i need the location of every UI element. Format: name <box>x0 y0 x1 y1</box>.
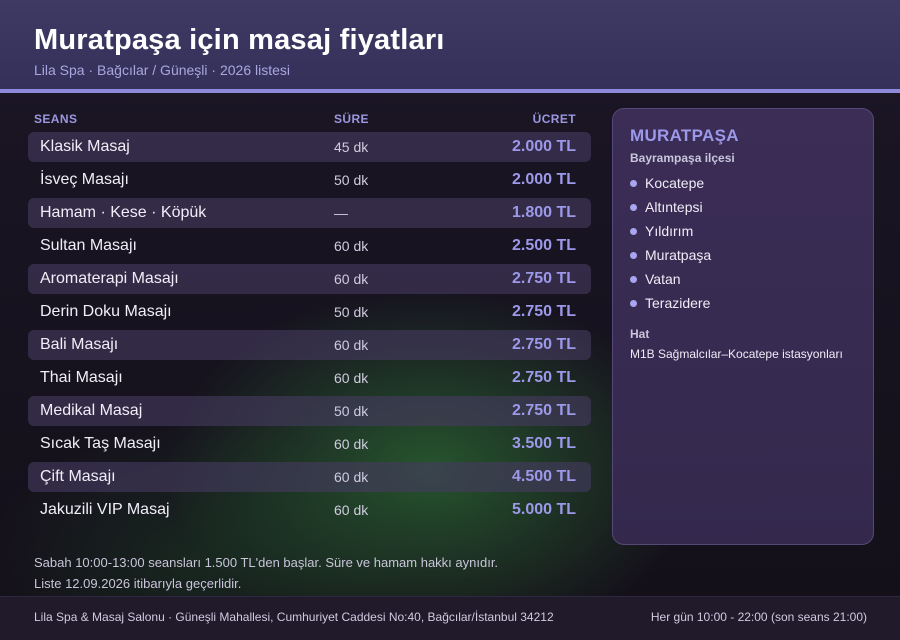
neighborhood-item: Vatan <box>630 267 711 291</box>
price-list: Klasik Masaj 45 dk 2.000 TL İsveç Masajı 50 … <box>28 132 591 528</box>
neighborhood-label: Vatan <box>645 271 681 287</box>
session-duration: 60 dk <box>334 271 369 287</box>
pricing-note: Sabah 10:00-13:00 seansları 1.500 TL'den… <box>34 552 594 594</box>
session-name: Hamam · Kese · Köpük <box>40 204 207 221</box>
neighborhood-item: Kocatepe <box>630 171 711 195</box>
neighborhood-label: Kocatepe <box>645 175 705 191</box>
bullet-icon <box>630 300 637 307</box>
bullet-icon <box>630 204 637 211</box>
price-row: Hamam · Kese · Köpük — 1.800 TL <box>28 198 591 228</box>
price-row: Jakuzili VIP Masaj 60 dk 5.000 TL <box>28 495 591 525</box>
session-price: 2.750 TL <box>511 270 576 287</box>
session-duration: 50 dk <box>334 304 369 320</box>
page-title: Muratpaşa için masaj fiyatları <box>34 24 445 56</box>
column-header-duration: SÜRE <box>334 112 369 126</box>
bullet-icon <box>630 228 637 235</box>
session-duration: 45 dk <box>334 139 369 155</box>
validity-note-line: Liste 12.09.2026 itibarıyla geçerlidir. <box>34 576 242 591</box>
session-price: 2.750 TL <box>511 336 576 353</box>
neighborhood-item: Terazidere <box>630 291 711 315</box>
session-price: 5.000 TL <box>511 501 576 518</box>
price-row: Sıcak Taş Masajı 60 dk 3.500 TL <box>28 429 591 459</box>
session-name: Aromaterapi Masajı <box>40 270 179 287</box>
price-row: Derin Doku Masajı 50 dk 2.750 TL <box>28 297 591 327</box>
session-duration: 60 dk <box>334 337 369 353</box>
price-row: Klasik Masaj 45 dk 2.000 TL <box>28 132 591 162</box>
session-name: Derin Doku Masajı <box>40 303 172 320</box>
price-row: Sultan Masajı 60 dk 2.500 TL <box>28 231 591 261</box>
page-header <box>0 0 900 89</box>
neighborhood-item: Muratpaşa <box>630 243 711 267</box>
price-row: Çift Masajı 60 dk 4.500 TL <box>28 462 591 492</box>
session-duration: — <box>334 205 348 221</box>
session-duration: 60 dk <box>334 436 369 452</box>
session-name: Jakuzili VIP Masaj <box>40 501 170 518</box>
session-price: 2.000 TL <box>511 171 576 188</box>
session-price: 2.750 TL <box>511 369 576 386</box>
session-duration: 60 dk <box>334 469 369 485</box>
price-row: İsveç Masajı 50 dk 2.000 TL <box>28 165 591 195</box>
pricing-note-line: Sabah 10:00-13:00 seansları 1.500 TL'den… <box>34 555 499 570</box>
session-name: Sultan Masajı <box>40 237 137 254</box>
page-subtitle: Lila Spa · Bağcılar / Güneşli · 2026 lis… <box>34 62 291 78</box>
neighborhood-item: Altıntepsi <box>630 195 711 219</box>
neighborhood-label: Altıntepsi <box>645 199 703 215</box>
session-name: Sıcak Taş Masajı <box>40 435 161 452</box>
session-price: 4.500 TL <box>511 468 576 485</box>
column-header-session: SEANS <box>34 112 78 126</box>
header-divider <box>0 89 900 93</box>
session-duration: 60 dk <box>334 370 369 386</box>
neighborhood-label: Muratpaşa <box>645 247 712 263</box>
session-name: Klasik Masaj <box>40 138 130 155</box>
price-row: Medikal Masaj 50 dk 2.750 TL <box>28 396 591 426</box>
district-info-card: MURATPAŞA Bayrampaşa ilçesi Kocatepe Altı… <box>612 108 874 545</box>
bullet-icon <box>630 276 637 283</box>
footer-address: Lila Spa & Masaj Salonu · Güneşli Mahall… <box>34 610 554 624</box>
price-row: Bali Masajı 60 dk 2.750 TL <box>28 330 591 360</box>
session-price: 2.000 TL <box>511 138 576 155</box>
session-price: 2.500 TL <box>511 237 576 254</box>
session-name: Medikal Masaj <box>40 402 143 419</box>
footer-hours: Her gün 10:00 - 22:00 (son seans 21:00) <box>650 610 867 624</box>
session-price: 2.750 TL <box>511 402 576 419</box>
neighborhood-list: Kocatepe Altıntepsi Yıldırım Muratpaşa Vatan… <box>630 171 711 315</box>
district-name: Bayrampaşa ilçesi <box>630 151 735 165</box>
district-card-title: MURATPAŞA <box>630 126 739 145</box>
session-name: Thai Masajı <box>40 369 123 386</box>
transit-line-value: M1B Sağmalcılar–Kocatepe istasyonları <box>630 347 843 361</box>
session-price: 2.750 TL <box>511 303 576 320</box>
neighborhood-label: Terazidere <box>645 295 711 311</box>
transit-line-label: Hat <box>630 327 650 341</box>
session-duration: 60 dk <box>334 238 369 254</box>
session-name: İsveç Masajı <box>40 171 129 188</box>
price-row: Thai Masajı 60 dk 2.750 TL <box>28 363 591 393</box>
price-row: Aromaterapi Masajı 60 dk 2.750 TL <box>28 264 591 294</box>
column-header-price: ÜCRET <box>532 112 576 126</box>
session-duration: 50 dk <box>334 172 369 188</box>
neighborhood-item: Yıldırım <box>630 219 711 243</box>
session-price: 3.500 TL <box>511 435 576 452</box>
session-name: Bali Masajı <box>40 336 119 353</box>
session-duration: 60 dk <box>334 502 369 518</box>
bullet-icon <box>630 180 637 187</box>
session-duration: 50 dk <box>334 403 369 419</box>
neighborhood-label: Yıldırım <box>645 223 694 239</box>
session-name: Çift Masajı <box>40 468 116 485</box>
bullet-icon <box>630 252 637 259</box>
page-footer: Lila Spa & Masaj Salonu · Güneşli Mahall… <box>0 596 900 640</box>
session-price: 1.800 TL <box>511 204 576 221</box>
